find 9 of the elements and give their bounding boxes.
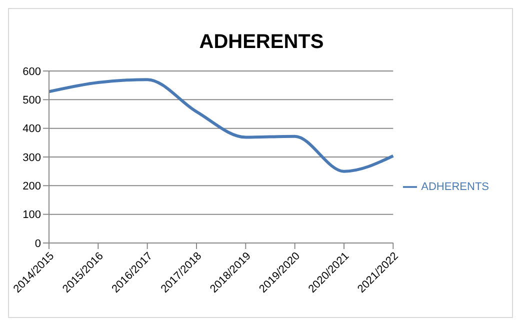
- y-tick-label: 600: [22, 66, 41, 78]
- y-tick-label: 500: [22, 94, 41, 107]
- legend-label: ADHERENTS: [421, 180, 489, 193]
- y-tick-label: 300: [22, 152, 41, 164]
- chart-title: ADHERENTS: [198, 31, 325, 54]
- y-tick-label: 400: [22, 123, 41, 136]
- y-tick-label: 200: [22, 180, 41, 193]
- y-tick-label: 0: [34, 238, 41, 250]
- y-tick-label: 100: [22, 209, 41, 222]
